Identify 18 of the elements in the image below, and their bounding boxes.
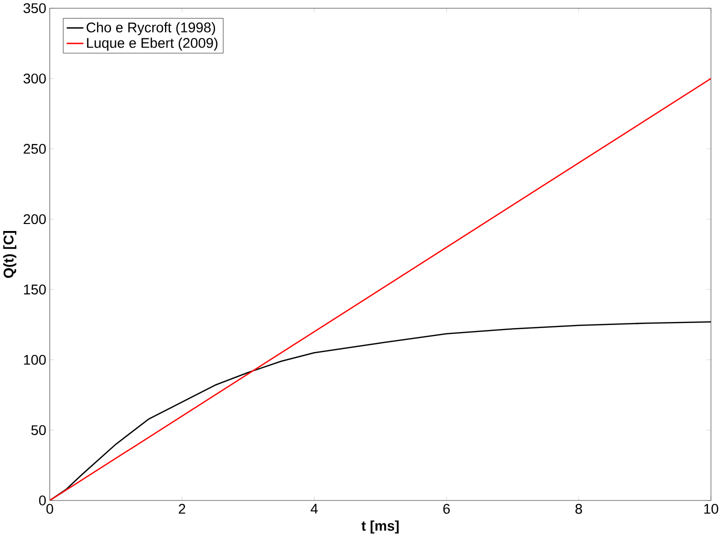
x-tick-label: 4 [310,504,318,514]
y-tick-label: 150 [24,284,46,295]
y-tick-label: 350 [24,3,46,14]
x-tick-label: 2 [178,504,186,514]
legend-label: Luque e Ebert (2009) [87,38,218,51]
y-tick-label: 50 [31,425,46,436]
y-tick-label: 200 [24,214,46,224]
y-tick-label: 0 [39,496,46,506]
x-tick-label: 0 [46,504,54,514]
x-axis-title: t [ms] [361,520,399,534]
x-tick-label: 10 [704,504,718,514]
legend-label: Cho e Rycroft (1998) [86,22,216,36]
x-tick-label: 6 [443,504,450,514]
y-tick-label: 100 [24,354,46,365]
x-tick-label: 8 [575,504,582,514]
y-axis-title: Q(t) [C] [3,231,16,278]
y-tick-label: 300 [24,74,46,84]
y-tick-label: 250 [24,144,46,154]
